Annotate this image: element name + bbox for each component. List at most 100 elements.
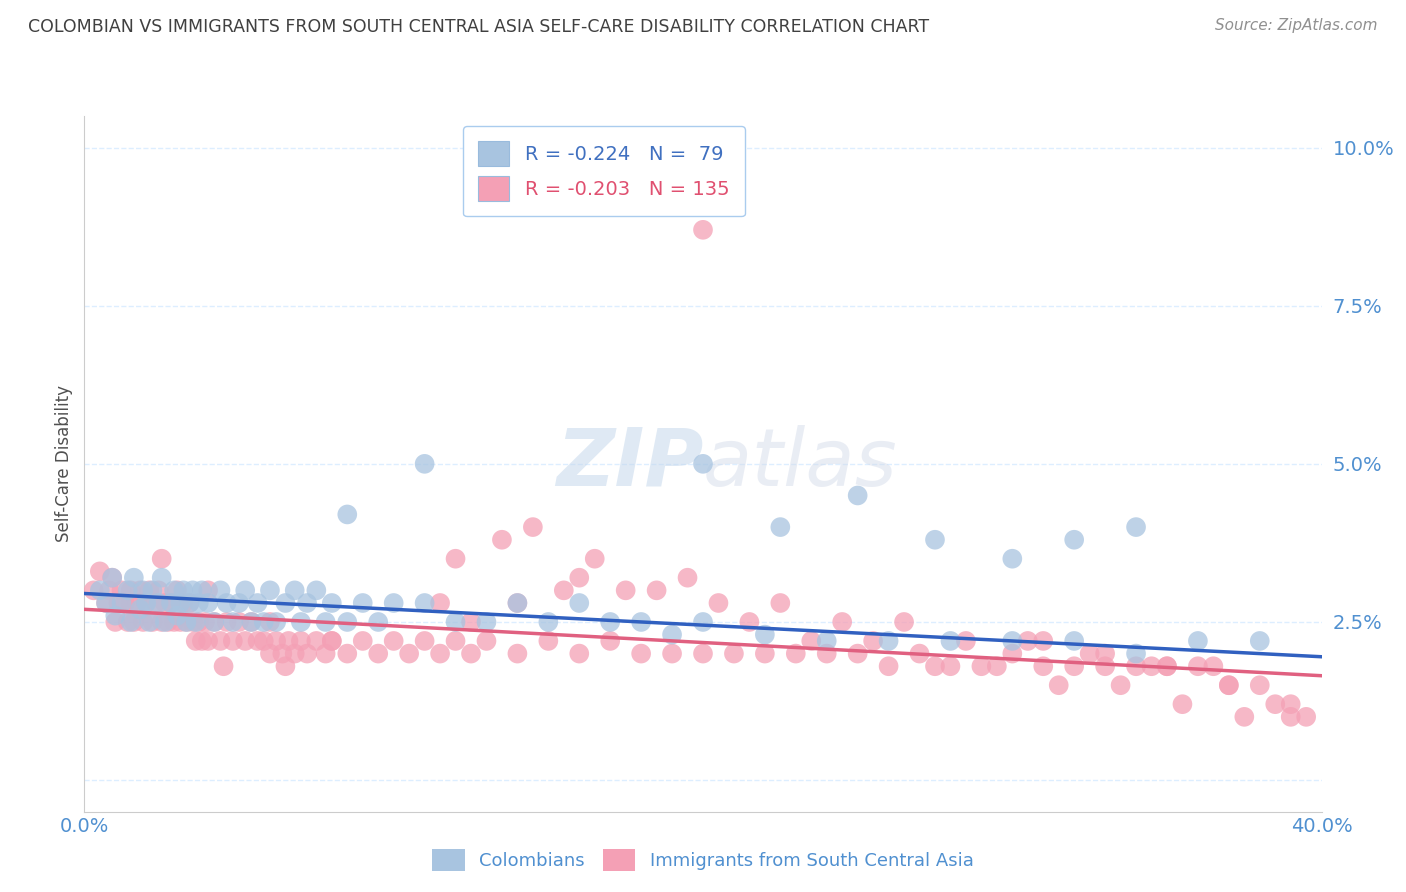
Point (166, 608, 188, 623)
Point (94, 596, 117, 610)
Point (150, 615, 173, 629)
Point (259, 583, 281, 598)
Point (491, 533, 513, 547)
Y-axis label: Self-Care Disability: Self-Care Disability (55, 385, 73, 542)
Point (846, 647, 869, 661)
Point (367, 647, 389, 661)
Point (1001, 634, 1024, 648)
Point (187, 596, 209, 610)
Point (382, 634, 405, 648)
Point (222, 615, 245, 629)
Point (769, 596, 792, 610)
Point (125, 596, 148, 610)
Point (1295, 710, 1317, 724)
Point (129, 602, 152, 616)
Point (277, 634, 299, 648)
Point (228, 596, 250, 610)
Point (429, 596, 451, 610)
Point (233, 583, 256, 598)
Point (877, 634, 900, 648)
Point (1063, 634, 1085, 648)
Legend: Colombians, Immigrants from South Central Asia: Colombians, Immigrants from South Centra… (425, 842, 981, 879)
Point (367, 615, 389, 629)
Text: atlas: atlas (703, 425, 898, 503)
Text: COLOMBIAN VS IMMIGRANTS FROM SOUTH CENTRAL ASIA SELF-CARE DISABILITY CORRELATION: COLOMBIAN VS IMMIGRANTS FROM SOUTH CENTR… (28, 18, 929, 36)
Point (986, 659, 1008, 673)
Point (475, 615, 498, 629)
Point (184, 634, 207, 648)
Point (1109, 678, 1132, 692)
Point (89, 583, 111, 598)
Point (184, 615, 207, 629)
Point (138, 583, 160, 598)
Point (135, 596, 157, 610)
Point (599, 615, 621, 629)
Point (1017, 634, 1039, 648)
Point (444, 551, 467, 566)
Point (156, 615, 179, 629)
Point (117, 615, 139, 629)
Point (1063, 533, 1085, 547)
Point (877, 659, 900, 673)
Point (1249, 678, 1271, 692)
Point (506, 647, 529, 661)
Point (1156, 659, 1178, 673)
Point (568, 571, 591, 585)
Point (253, 615, 276, 629)
Point (172, 596, 194, 610)
Point (160, 596, 183, 610)
Point (1001, 647, 1024, 661)
Point (160, 596, 183, 610)
Point (141, 583, 163, 598)
Point (290, 634, 312, 648)
Point (169, 596, 191, 610)
Point (630, 615, 652, 629)
Point (129, 583, 152, 598)
Point (179, 596, 201, 610)
Point (723, 647, 745, 661)
Point (138, 615, 160, 629)
Point (893, 615, 915, 629)
Point (352, 596, 374, 610)
Point (692, 615, 714, 629)
Point (754, 647, 776, 661)
Point (240, 615, 263, 629)
Point (1140, 659, 1163, 673)
Point (352, 634, 374, 648)
Point (924, 533, 946, 547)
Point (89, 565, 111, 579)
Point (197, 634, 219, 648)
Point (970, 659, 993, 673)
Point (212, 659, 235, 673)
Point (98, 583, 121, 598)
Point (132, 615, 155, 629)
Point (1264, 697, 1286, 711)
Point (101, 571, 124, 585)
Point (271, 647, 294, 661)
Point (630, 647, 652, 661)
Point (120, 583, 142, 598)
Point (1202, 659, 1225, 673)
Point (769, 520, 792, 534)
Point (181, 583, 204, 598)
Point (336, 508, 359, 522)
Point (444, 615, 467, 629)
Point (104, 608, 127, 623)
Point (259, 647, 281, 661)
Point (172, 583, 194, 598)
Point (246, 634, 269, 648)
Point (815, 647, 838, 661)
Point (1249, 634, 1271, 648)
Point (1032, 634, 1054, 648)
Point (815, 634, 838, 648)
Point (305, 583, 328, 598)
Point (222, 634, 245, 648)
Point (284, 583, 307, 598)
Point (1094, 647, 1116, 661)
Point (707, 596, 730, 610)
Point (163, 583, 186, 598)
Point (862, 634, 884, 648)
Point (209, 583, 232, 598)
Point (114, 596, 136, 610)
Point (259, 615, 281, 629)
